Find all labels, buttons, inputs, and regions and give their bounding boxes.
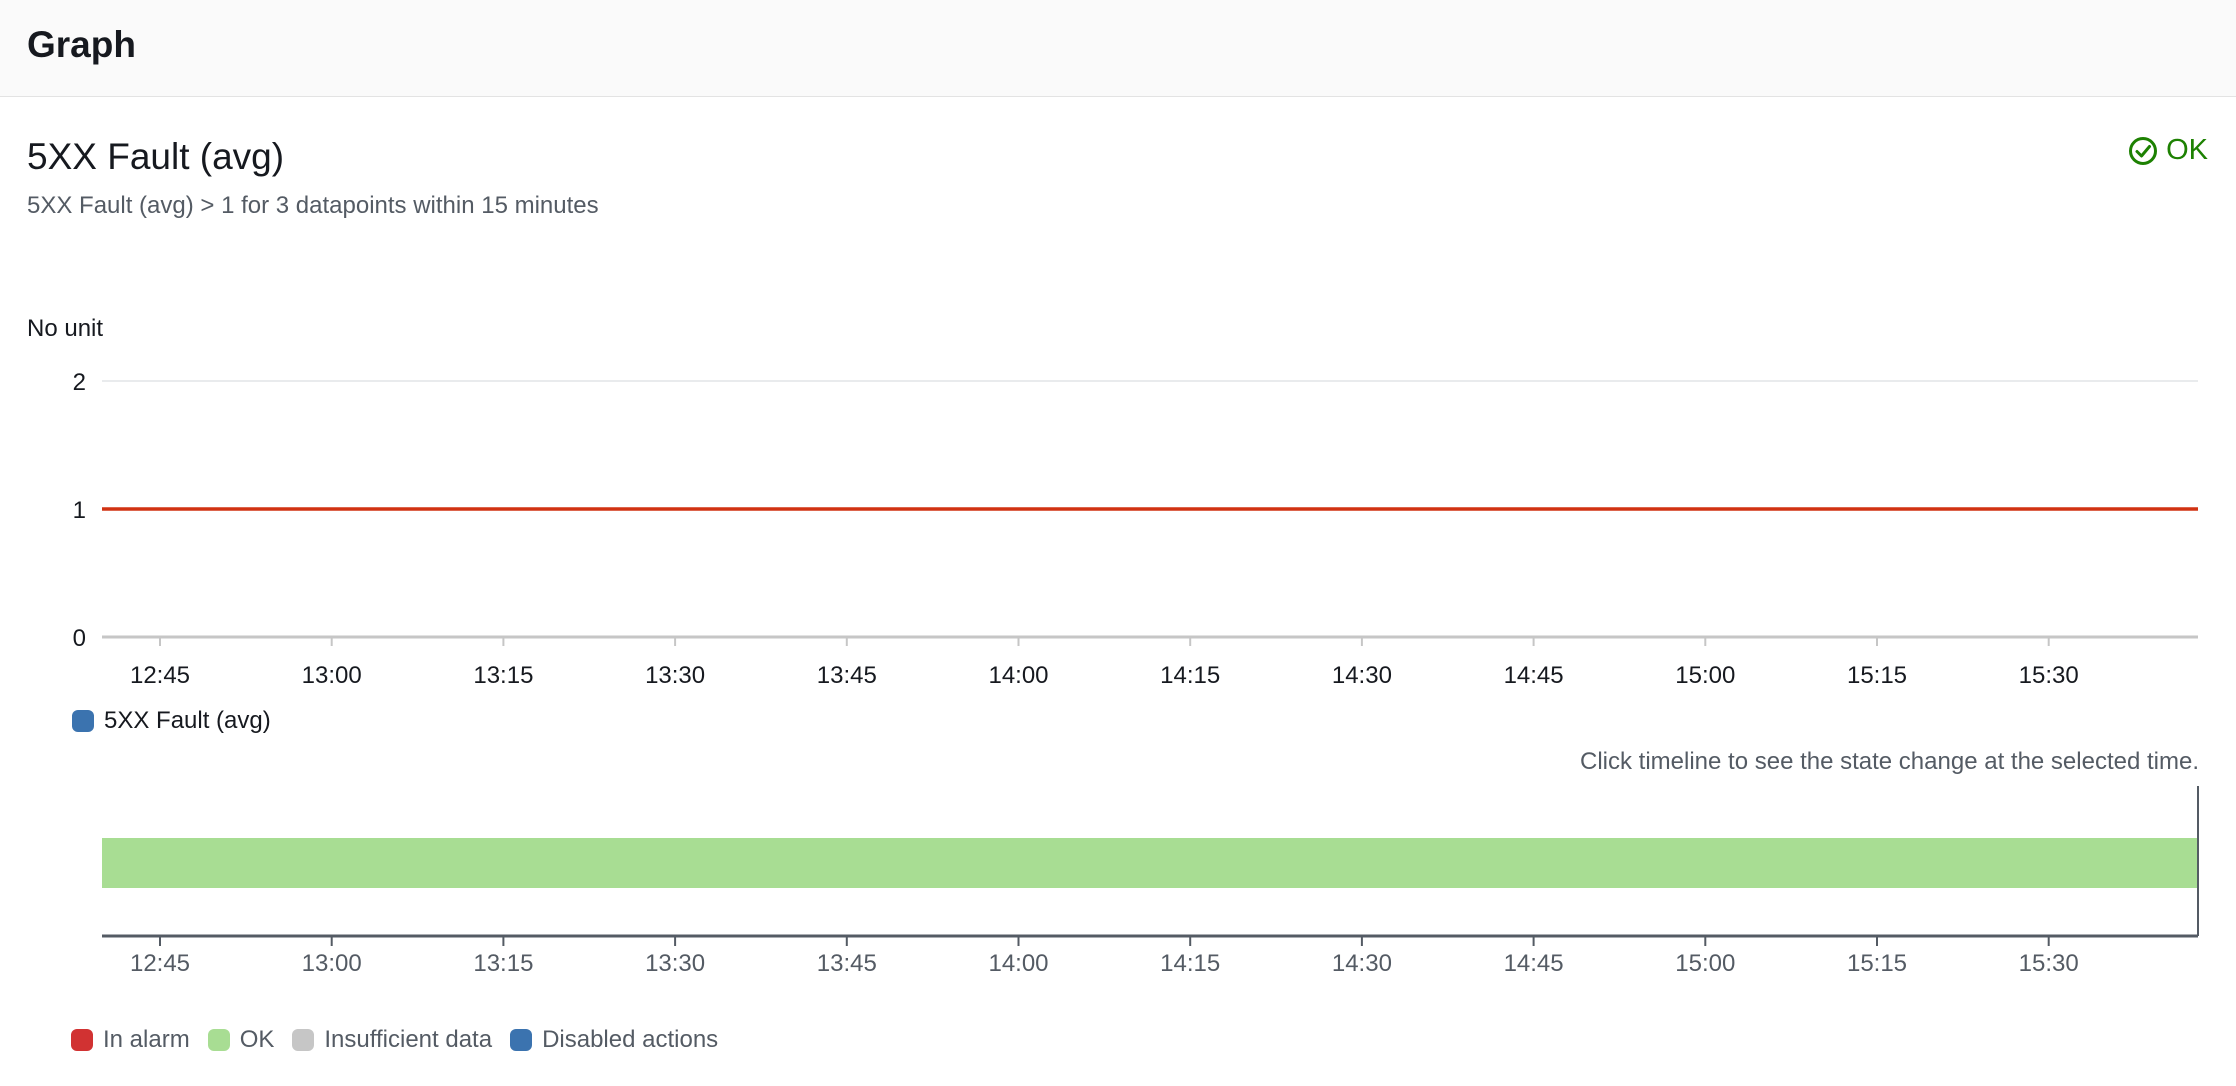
x-axis: 12:45 13:00 13:15 13:30 13:45 14:00 14:15 14:30… (102, 635, 2198, 689)
chart-legend: 5XX Fault (avg) (72, 707, 291, 735)
x-tick-label: 14:00 (988, 662, 1048, 689)
timeline-tick-label: 13:45 (817, 950, 877, 977)
timeline-state-legend: In alarm OK Insufficient data Disabled acti… (71, 1026, 736, 1054)
alarm-status: OK (2128, 134, 2208, 167)
panel-header: Graph (0, 0, 2236, 97)
x-tick-label: 13:15 (473, 662, 533, 689)
state-legend-item: OK (207, 1026, 275, 1054)
state-legend-swatch (71, 1029, 93, 1051)
x-tick-label: 15:30 (2019, 662, 2079, 689)
y-tick-label: 0 (73, 625, 86, 652)
state-legend-label: In alarm (103, 1026, 190, 1053)
timeline-tick-label: 14:00 (988, 950, 1048, 977)
panel-title: Graph (27, 24, 136, 65)
state-legend-label: Disabled actions (542, 1026, 719, 1053)
state-legend-swatch (510, 1029, 533, 1051)
timeline-tick-label: 15:15 (1847, 950, 1907, 977)
timeline-tick-label: 12:45 (130, 950, 190, 977)
state-timeline[interactable]: 12:45 13:00 13:15 13:30 13:45 14:00 14:15 14:30… (102, 786, 2199, 977)
timeline-tick-label: 13:15 (473, 950, 533, 977)
x-tick-label: 13:45 (817, 662, 877, 689)
state-legend-swatch (292, 1029, 315, 1051)
x-tick-label: 12:45 (130, 662, 190, 689)
timeline-tick-label: 14:30 (1332, 950, 1392, 977)
x-tick-label: 13:00 (302, 662, 362, 689)
x-tick-label: 15:15 (1847, 662, 1907, 689)
legend-label: 5XX Fault (avg) (104, 707, 271, 734)
state-legend-item: Insufficient data (292, 1026, 492, 1054)
alarm-description: 5XX Fault (avg) > 1 for 3 datapoints wit… (27, 192, 599, 219)
legend-swatch (72, 710, 94, 732)
timeline-tick-label: 13:30 (645, 950, 705, 977)
timeline-hint: Click timeline to see the state change a… (1580, 748, 2199, 775)
timeline-state-bar-ok[interactable] (102, 838, 2198, 888)
x-tick-label: 15:00 (1675, 662, 1735, 689)
timeline-tick-label: 13:00 (302, 950, 362, 977)
legend-item-series[interactable]: 5XX Fault (avg) (72, 707, 271, 735)
y-axis-ticks: 0 1 2 (73, 369, 86, 652)
timeline-tick-label: 15:00 (1675, 950, 1735, 977)
y-axis-unit-label: No unit (27, 315, 104, 342)
timeline-tick-label: 15:30 (2019, 950, 2079, 977)
alarm-status-label: OK (2166, 134, 2208, 166)
state-legend-swatch (207, 1029, 230, 1051)
x-tick-label: 14:45 (1504, 662, 1564, 689)
x-tick-label: 14:15 (1160, 662, 1220, 689)
state-legend-item: Disabled actions (510, 1026, 718, 1054)
chart-gridlines (102, 380, 2198, 510)
timeline-tick-label: 14:15 (1160, 950, 1220, 977)
x-tick-label: 13:30 (645, 662, 705, 689)
x-tick-label: 14:30 (1332, 662, 1392, 689)
state-legend-item: In alarm (71, 1026, 190, 1054)
state-legend-label: OK (239, 1026, 275, 1053)
alarm-title: 5XX Fault (avg) (27, 136, 285, 177)
timeline-tick-label: 14:45 (1504, 950, 1564, 977)
y-tick-label: 2 (73, 369, 86, 396)
y-tick-label: 1 (73, 497, 86, 524)
check-circle-icon (2128, 136, 2158, 166)
state-legend-label: Insufficient data (324, 1026, 493, 1053)
